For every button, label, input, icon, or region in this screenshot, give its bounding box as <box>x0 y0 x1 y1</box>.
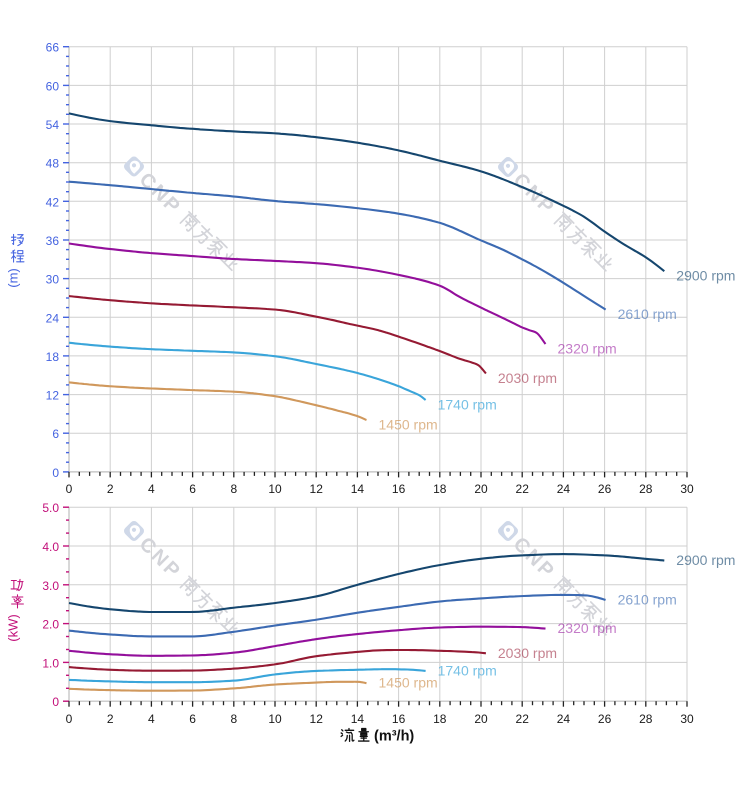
svg-text:6: 6 <box>52 427 59 441</box>
svg-text:14: 14 <box>351 482 365 496</box>
svg-text:60: 60 <box>46 79 60 93</box>
svg-text:2900 rpm: 2900 rpm <box>676 552 735 568</box>
svg-text:(m): (m) <box>6 268 21 288</box>
svg-text:10: 10 <box>268 712 282 726</box>
svg-text:2320 rpm: 2320 rpm <box>558 620 617 636</box>
svg-text:22: 22 <box>516 482 530 496</box>
svg-text:1.0: 1.0 <box>42 656 59 670</box>
svg-text:2320 rpm: 2320 rpm <box>558 341 617 357</box>
svg-text:48: 48 <box>46 157 60 171</box>
svg-text:2610 rpm: 2610 rpm <box>618 306 677 322</box>
svg-text:1450 rpm: 1450 rpm <box>379 417 438 433</box>
svg-text:4: 4 <box>148 482 155 496</box>
svg-text:26: 26 <box>598 482 612 496</box>
svg-text:2: 2 <box>107 712 114 726</box>
svg-text:2030 rpm: 2030 rpm <box>498 370 557 386</box>
svg-text:30: 30 <box>680 712 694 726</box>
svg-text:24: 24 <box>46 311 60 325</box>
svg-text:16: 16 <box>392 482 406 496</box>
svg-text:0: 0 <box>66 712 73 726</box>
svg-text:4: 4 <box>148 712 155 726</box>
svg-text:18: 18 <box>46 350 60 364</box>
svg-text:36: 36 <box>46 234 60 248</box>
svg-text:4.0: 4.0 <box>42 540 59 554</box>
svg-text:12: 12 <box>310 482 324 496</box>
svg-text:10: 10 <box>268 482 282 496</box>
svg-text:24: 24 <box>557 482 571 496</box>
svg-text:2: 2 <box>107 482 114 496</box>
svg-text:6: 6 <box>189 712 196 726</box>
svg-text:2610 rpm: 2610 rpm <box>618 591 677 607</box>
svg-text:42: 42 <box>46 195 60 209</box>
svg-text:14: 14 <box>351 712 365 726</box>
svg-text:1450 rpm: 1450 rpm <box>379 675 438 691</box>
svg-text:2030 rpm: 2030 rpm <box>498 645 557 661</box>
svg-text:54: 54 <box>46 118 60 132</box>
svg-text:22: 22 <box>516 712 530 726</box>
svg-text:8: 8 <box>230 482 237 496</box>
svg-text:0: 0 <box>52 695 59 709</box>
svg-text:1740 rpm: 1740 rpm <box>438 662 497 678</box>
svg-text:18: 18 <box>433 712 447 726</box>
svg-text:20: 20 <box>474 712 488 726</box>
svg-text:0: 0 <box>66 482 73 496</box>
svg-text:28: 28 <box>639 712 653 726</box>
svg-text:30: 30 <box>46 273 60 287</box>
svg-text:5.0: 5.0 <box>42 501 59 515</box>
svg-text:20: 20 <box>474 482 488 496</box>
svg-text:6: 6 <box>189 482 196 496</box>
svg-text:(kW): (kW) <box>6 614 21 641</box>
svg-text:28: 28 <box>639 482 653 496</box>
svg-text:16: 16 <box>392 712 406 726</box>
svg-text:0: 0 <box>52 466 59 480</box>
svg-text:26: 26 <box>598 712 612 726</box>
svg-text:1740 rpm: 1740 rpm <box>438 397 497 413</box>
svg-text:12: 12 <box>46 389 60 403</box>
svg-text:66: 66 <box>46 41 60 55</box>
svg-text:12: 12 <box>310 712 324 726</box>
svg-text:(m³/h): (m³/h) <box>374 729 414 745</box>
svg-text:8: 8 <box>230 712 237 726</box>
svg-text:30: 30 <box>680 482 694 496</box>
svg-text:24: 24 <box>557 712 571 726</box>
svg-text:2.0: 2.0 <box>42 618 59 632</box>
svg-text:3.0: 3.0 <box>42 579 59 593</box>
svg-text:18: 18 <box>433 482 447 496</box>
svg-text:2900 rpm: 2900 rpm <box>676 268 735 284</box>
